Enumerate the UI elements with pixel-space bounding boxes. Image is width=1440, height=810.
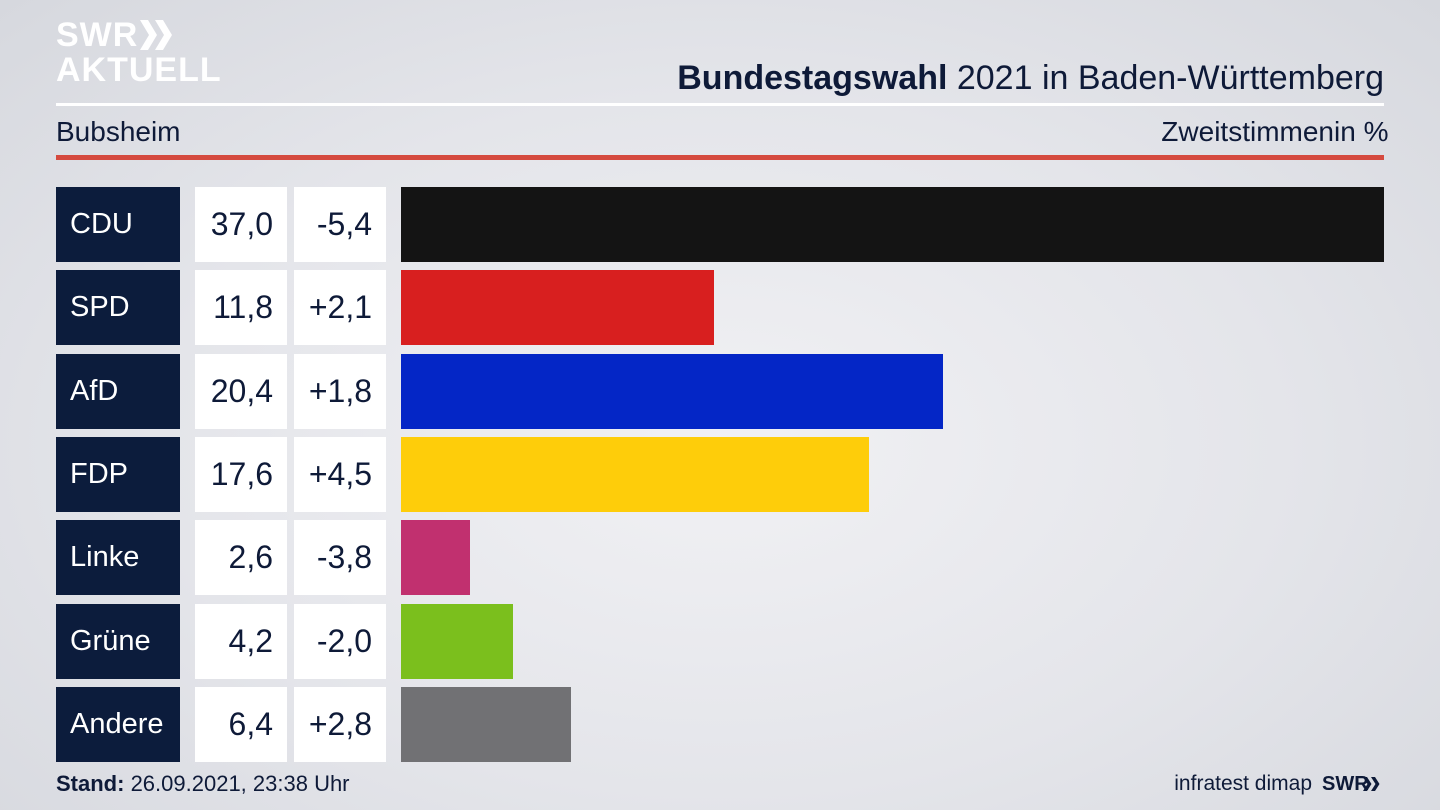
change-label: +1,8 <box>294 354 386 429</box>
value-label: 17,6 <box>195 437 287 512</box>
header-divider <box>56 103 1384 106</box>
logo-swr-text: SWR <box>56 16 139 54</box>
bar-row: Andere 6,4 +2,8 <box>56 687 1384 762</box>
bar <box>401 187 1384 262</box>
change-label: +2,8 <box>294 687 386 762</box>
logo-chevrons-icon <box>140 20 172 50</box>
source-label: infratest dimap <box>1174 772 1312 795</box>
party-label: CDU <box>56 187 180 262</box>
swr-footer-logo: SWR <box>1322 771 1384 797</box>
value-label: 20,4 <box>195 354 287 429</box>
bar-row: SPD 11,8 +2,1 <box>56 270 1384 345</box>
party-label: FDP <box>56 437 180 512</box>
value-label: 6,4 <box>195 687 287 762</box>
bar-row: FDP 17,6 +4,5 <box>56 437 1384 512</box>
stand-label: Stand: <box>56 771 125 796</box>
bar-row: AfD 20,4 +1,8 <box>56 354 1384 429</box>
bar <box>401 687 571 762</box>
party-label: AfD <box>56 354 180 429</box>
footer-logo-text: SWR <box>1322 773 1369 795</box>
unit-label: in % <box>1334 116 1389 147</box>
swr-aktuell-logo: SWR AKTUELL <box>56 16 226 90</box>
party-label: Grüne <box>56 604 180 679</box>
bar <box>401 270 714 345</box>
metric-label: Zweitstimmen <box>1161 116 1334 147</box>
value-label: 2,6 <box>195 520 287 595</box>
bar-row: Grüne 4,2 -2,0 <box>56 604 1384 679</box>
party-label: SPD <box>56 270 180 345</box>
change-label: -2,0 <box>294 604 386 679</box>
value-label: 37,0 <box>195 187 287 262</box>
bar <box>401 604 513 679</box>
timestamp: Stand: 26.09.2021, 23:38 Uhr <box>56 770 350 798</box>
accent-divider <box>56 155 1384 160</box>
bar-row: Linke 2,6 -3,8 <box>56 520 1384 595</box>
region-name: Bubsheim <box>56 116 181 147</box>
value-label: 4,2 <box>195 604 287 679</box>
party-label: Andere <box>56 687 180 762</box>
change-label: -5,4 <box>294 187 386 262</box>
page-title: Bundestagswahl 2021 in Baden-Württemberg <box>677 58 1384 98</box>
change-label: +2,1 <box>294 270 386 345</box>
bar <box>401 520 470 595</box>
bar <box>401 354 943 429</box>
change-label: +4,5 <box>294 437 386 512</box>
change-label: -3,8 <box>294 520 386 595</box>
bar <box>401 437 869 512</box>
logo-aktuell-text: AKTUELL <box>56 51 222 89</box>
stand-value: 26.09.2021, 23:38 Uhr <box>124 771 350 796</box>
party-label: Linke <box>56 520 180 595</box>
title-bold: Bundestagswahl <box>677 59 948 97</box>
value-label: 11,8 <box>195 270 287 345</box>
title-rest: 2021 in Baden-Württemberg <box>947 59 1384 97</box>
bar-row: CDU 37,0 -5,4 <box>56 187 1384 262</box>
footer-chevrons-icon <box>1363 777 1380 791</box>
